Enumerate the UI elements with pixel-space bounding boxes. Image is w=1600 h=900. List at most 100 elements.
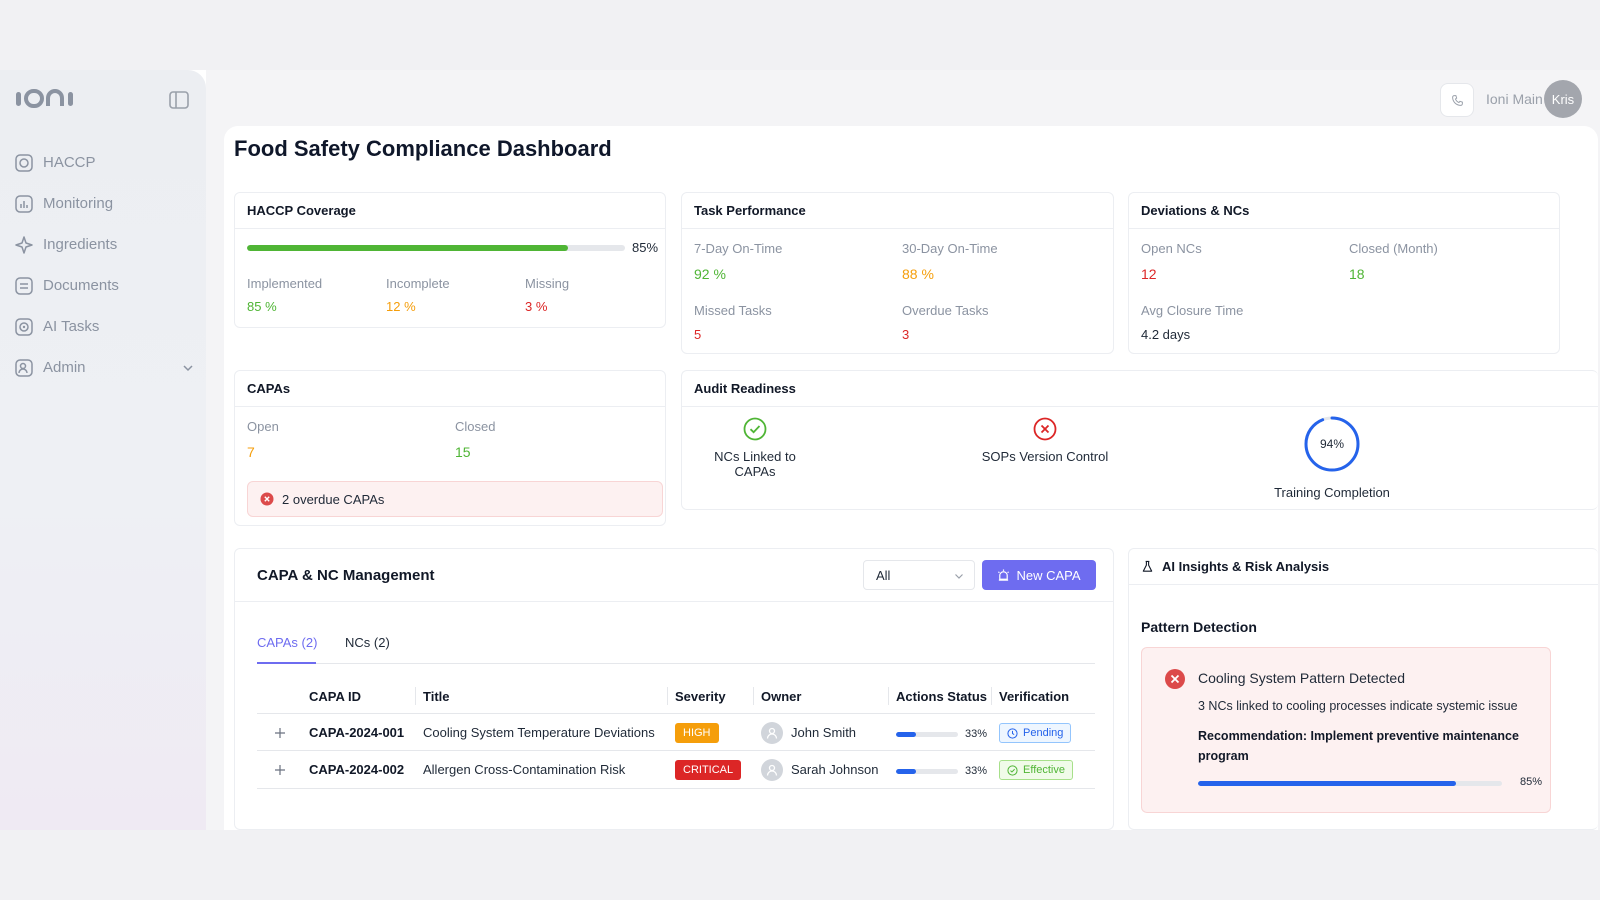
overdue-capas-text: 2 overdue CAPAs	[282, 491, 385, 507]
card-title: HACCP Coverage	[235, 193, 665, 229]
user-icon	[766, 764, 778, 776]
pattern-alert-card[interactable]: Cooling System Pattern Detected 3 NCs li…	[1141, 647, 1551, 813]
deviations-card: Deviations & NCs Open NCs 12 Closed (Mon…	[1128, 192, 1560, 354]
check-circle-icon	[743, 417, 767, 441]
check-circle-icon	[1007, 764, 1018, 776]
column-separator	[415, 687, 416, 705]
error-circle-icon	[1165, 669, 1185, 689]
task-performance-card: Task Performance 7-Day On-Time 92 % 30-D…	[681, 192, 1114, 354]
pattern-alert-title: Cooling System Pattern Detected	[1198, 670, 1405, 686]
chevron-down-icon	[955, 574, 963, 579]
audit-readiness-card: Audit Readiness NCs Linked to CAPAs SOPs…	[681, 370, 1598, 510]
owner-avatar	[761, 722, 783, 744]
ontime-30day-label: 30-Day On-Time	[902, 241, 998, 256]
implemented-label: Implemented	[247, 276, 323, 291]
management-title: CAPA & NC Management	[257, 567, 435, 584]
missing-value: 3 %	[525, 299, 548, 314]
training-percent: 94%	[1320, 437, 1344, 451]
active-tab-indicator	[257, 662, 316, 664]
ingredients-icon	[15, 235, 33, 254]
error-circle-icon	[260, 492, 274, 506]
dashboard-content: Food Safety Compliance Dashboard HACCP C…	[224, 126, 1598, 830]
sidebar-item-ai-tasks[interactable]: AI Tasks	[14, 306, 194, 347]
phone-button[interactable]	[1440, 83, 1474, 117]
ai-insights-card: AI Insights & Risk Analysis Pattern Dete…	[1128, 548, 1598, 830]
app-window: HACCP Monitoring Ingredients Documents A…	[0, 70, 1600, 830]
ioni-logo[interactable]	[16, 88, 90, 108]
sidebar: HACCP Monitoring Ingredients Documents A…	[0, 70, 206, 830]
column-header-verification[interactable]: Verification	[999, 689, 1070, 704]
overdue-tasks-value: 3	[902, 327, 910, 342]
sidebar-nav: HACCP Monitoring Ingredients Documents A…	[14, 142, 194, 388]
flask-icon	[1142, 560, 1153, 572]
sidebar-item-monitoring[interactable]: Monitoring	[14, 183, 194, 224]
new-capa-button[interactable]: New CAPA	[982, 560, 1096, 590]
sidebar-toggle-icon[interactable]	[168, 90, 190, 110]
actions-progress-value: 33%	[965, 765, 988, 777]
sidebar-item-ingredients[interactable]: Ingredients	[14, 224, 194, 265]
filter-select[interactable]: All	[863, 560, 975, 590]
confidence-progress-bar	[1198, 781, 1502, 786]
open-ncs-value: 12	[1141, 266, 1157, 282]
page-title: Food Safety Compliance Dashboard	[234, 136, 612, 161]
actions-progress-bar	[896, 769, 958, 774]
column-separator	[991, 687, 992, 705]
expand-plus-icon[interactable]	[273, 726, 287, 740]
capa-id[interactable]: CAPA-2024-001	[309, 725, 405, 740]
column-header-actions-status[interactable]: Actions Status	[896, 689, 988, 704]
owner-name: Sarah Johnson	[791, 762, 879, 777]
audit-item-training: 94% Training Completion	[1272, 415, 1392, 500]
verification-label: Effective	[1023, 764, 1065, 776]
verification-badge: Effective	[999, 760, 1073, 780]
capa-title: Cooling System Temperature Deviations	[423, 725, 655, 740]
capa-title: Allergen Cross-Contamination Risk	[423, 762, 626, 777]
avatar[interactable]: Kris	[1544, 80, 1582, 118]
avg-closure-value: 4.2 days	[1141, 327, 1191, 342]
phone-icon	[1451, 94, 1463, 106]
sidebar-item-admin[interactable]: Admin	[14, 347, 194, 388]
capas-closed-label: Closed	[455, 419, 496, 434]
overdue-capas-alert[interactable]: 2 overdue CAPAs	[247, 481, 663, 517]
haccp-icon	[15, 153, 33, 172]
admin-icon	[15, 358, 33, 377]
alarm-icon	[998, 568, 1010, 581]
row-divider	[257, 750, 1095, 751]
expand-plus-icon[interactable]	[273, 763, 287, 777]
tab-ncs[interactable]: NCs (2)	[345, 635, 390, 650]
avg-closure-label: Avg Closure Time	[1141, 303, 1244, 318]
topbar: Ioni Main Kris	[206, 70, 1600, 126]
haccp-progress-bar	[247, 245, 625, 251]
ai-tasks-icon	[15, 317, 33, 336]
open-ncs-label: Open NCs	[1141, 241, 1202, 256]
card-title: Task Performance	[682, 193, 1113, 229]
audit-item-ncs-linked: NCs Linked to CAPAs	[694, 417, 816, 479]
capa-id[interactable]: CAPA-2024-002	[309, 762, 405, 777]
incomplete-value: 12 %	[386, 299, 416, 314]
clock-icon	[1007, 727, 1018, 739]
haccp-coverage-card: HACCP Coverage 85% Implemented 85 % Inco…	[234, 192, 666, 328]
missed-tasks-value: 5	[694, 327, 702, 342]
owner-avatar	[761, 759, 783, 781]
column-header-severity[interactable]: Severity	[675, 689, 726, 704]
chevron-down-icon[interactable]	[182, 362, 194, 374]
tab-capas[interactable]: CAPAs (2)	[257, 635, 318, 650]
training-progress-ring: 94%	[1304, 416, 1360, 472]
column-header-owner[interactable]: Owner	[761, 689, 802, 704]
capas-open-label: Open	[247, 419, 279, 434]
audit-item-label: NCs Linked to CAPAs	[714, 449, 796, 479]
user-name: Ioni Main	[1486, 91, 1543, 107]
column-header-title[interactable]: Title	[423, 689, 450, 704]
sidebar-item-documents[interactable]: Documents	[14, 265, 194, 306]
card-title: AI Insights & Risk Analysis	[1162, 559, 1330, 574]
pattern-recommendation: Recommendation: Implement preventive mai…	[1198, 729, 1519, 763]
training-progress-arc	[1304, 416, 1360, 472]
column-separator	[888, 687, 889, 705]
sidebar-item-label: Ingredients	[43, 236, 118, 253]
card-title: Deviations & NCs	[1129, 193, 1559, 229]
sidebar-item-haccp[interactable]: HACCP	[14, 142, 194, 183]
column-header-capa-id[interactable]: CAPA ID	[309, 689, 361, 704]
severity-badge: HIGH	[675, 723, 719, 743]
column-separator	[753, 687, 754, 705]
row-divider	[257, 788, 1095, 789]
capas-card: CAPAs Open 7 Closed 15 2 overdue CAPAs	[234, 370, 666, 526]
